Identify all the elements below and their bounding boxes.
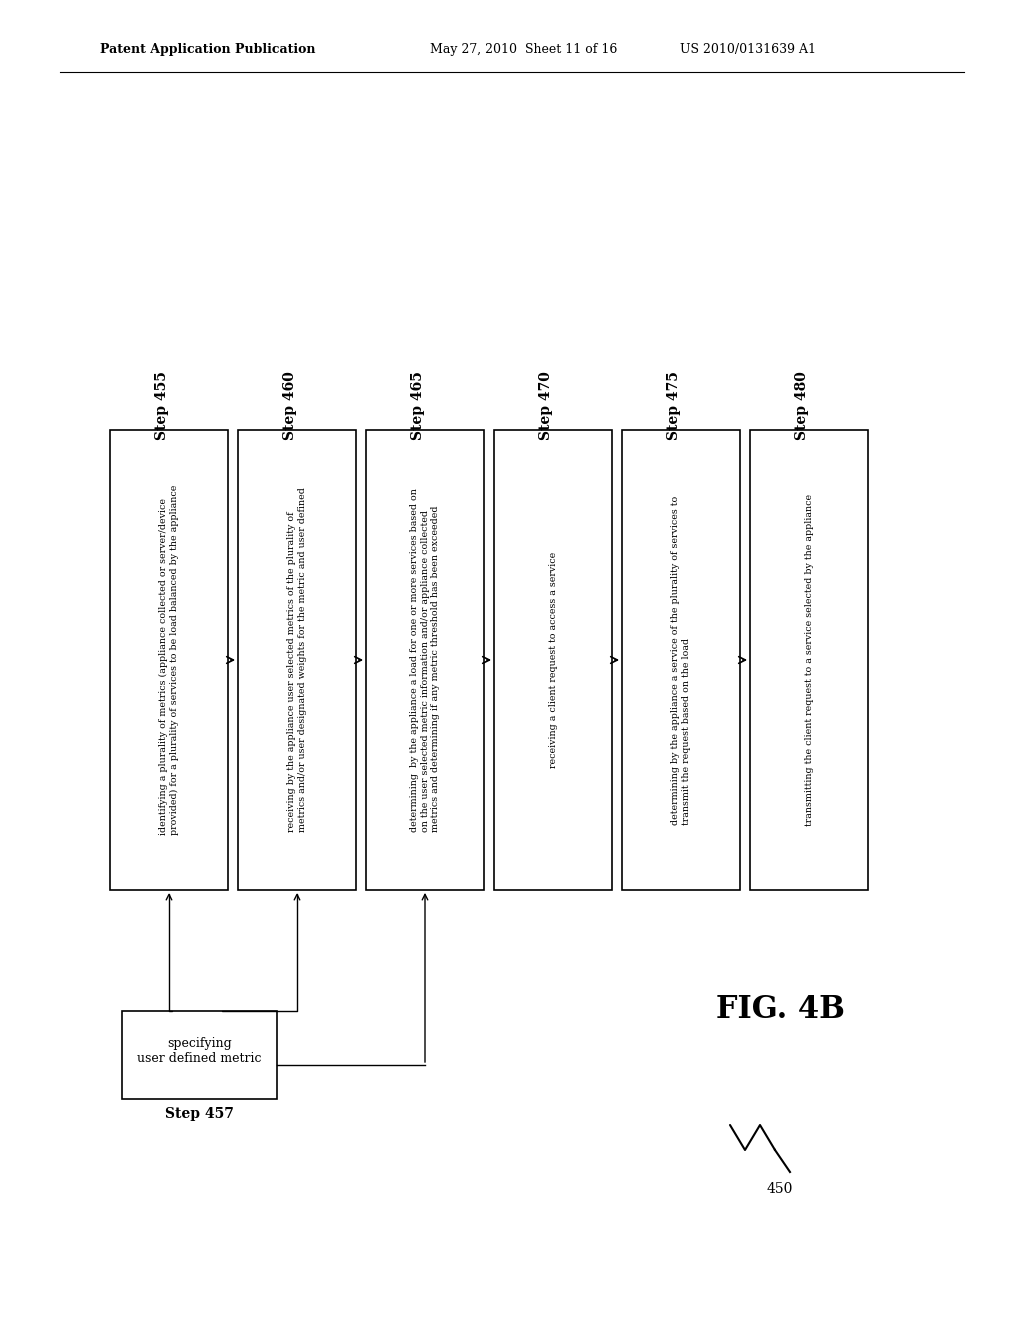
- Text: Step 480: Step 480: [795, 371, 809, 441]
- Text: Step 475: Step 475: [667, 371, 681, 441]
- Text: May 27, 2010  Sheet 11 of 16: May 27, 2010 Sheet 11 of 16: [430, 44, 617, 57]
- Bar: [110, 430, 228, 890]
- Text: Step 455: Step 455: [155, 371, 169, 441]
- Text: Step 457: Step 457: [165, 1107, 234, 1121]
- Text: specifying
user defined metric: specifying user defined metric: [137, 1038, 262, 1065]
- Text: identifying a plurality of metrics (appliance collected or server/device
provide: identifying a plurality of metrics (appl…: [159, 484, 179, 836]
- Text: Patent Application Publication: Patent Application Publication: [100, 44, 315, 57]
- Text: receiving by the appliance user selected metrics of the plurality of
metrics and: receiving by the appliance user selected…: [288, 487, 307, 833]
- Text: determining by the appliance a service of the plurality of services to
transmit : determining by the appliance a service o…: [672, 495, 691, 825]
- Bar: [622, 430, 740, 890]
- Bar: [238, 430, 356, 890]
- Bar: [366, 430, 484, 890]
- Text: FIG. 4B: FIG. 4B: [716, 994, 845, 1026]
- Bar: [750, 430, 868, 890]
- Text: determining  by the appliance a load for one or more services based on
on the us: determining by the appliance a load for …: [410, 488, 440, 832]
- Text: 450: 450: [767, 1181, 794, 1196]
- Bar: [494, 430, 612, 890]
- Text: transmitting the client request to a service selected by the appliance: transmitting the client request to a ser…: [805, 494, 813, 826]
- Text: Step 460: Step 460: [283, 371, 297, 441]
- Bar: [122, 1011, 278, 1100]
- Text: receiving a client request to access a service: receiving a client request to access a s…: [549, 552, 557, 768]
- Text: US 2010/0131639 A1: US 2010/0131639 A1: [680, 44, 816, 57]
- Text: Step 465: Step 465: [411, 371, 425, 441]
- Text: Step 470: Step 470: [539, 371, 553, 441]
